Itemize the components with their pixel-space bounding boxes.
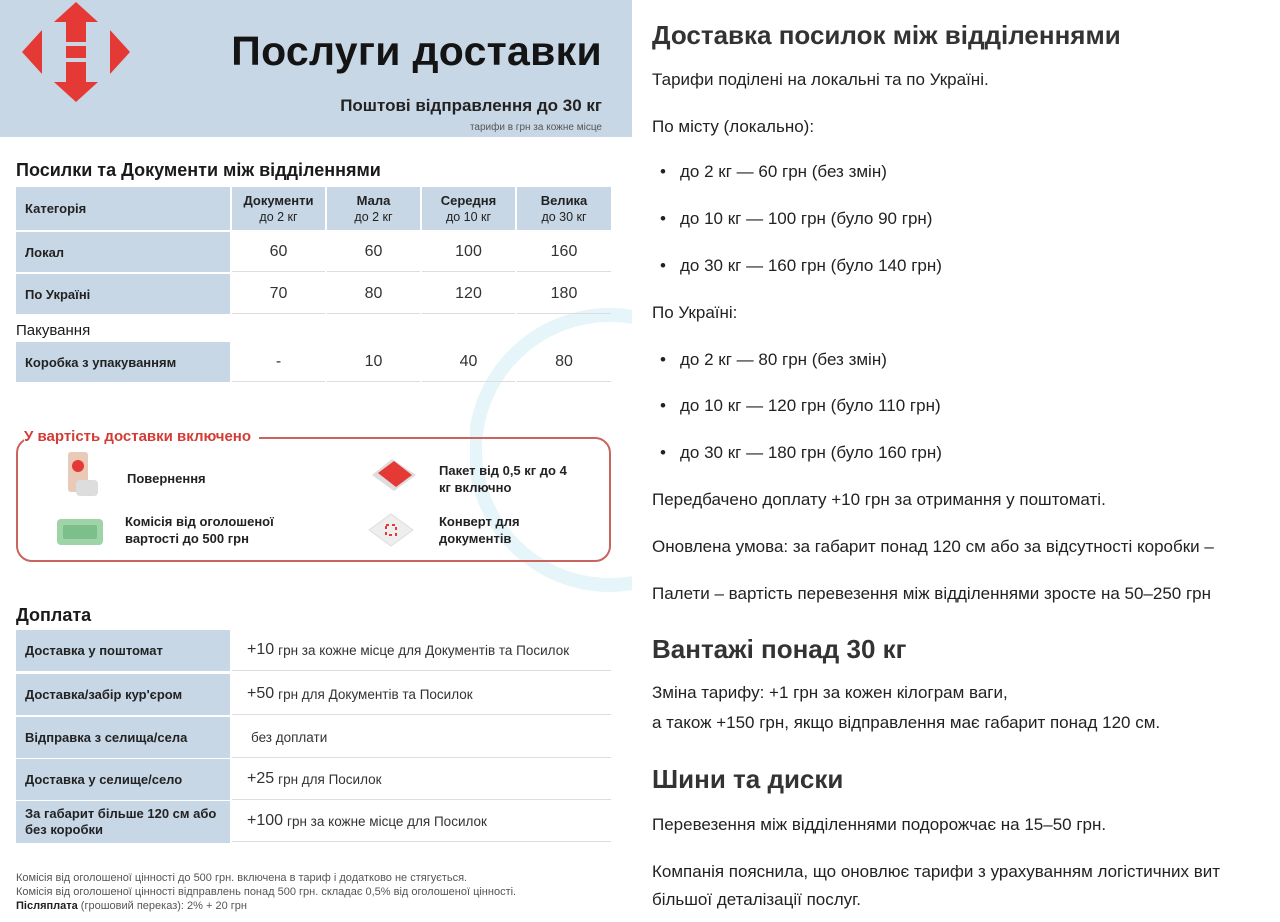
surcharge-label: За габарит більше 120 см або без коробки bbox=[16, 801, 230, 843]
column-header: Велика до 30 кг bbox=[517, 187, 611, 230]
price-cell: 160 bbox=[517, 232, 611, 272]
surcharge-amount: +10 bbox=[247, 641, 275, 658]
paragraph: Оновлена умова: за габарит понад 120 см … bbox=[652, 537, 1214, 556]
package-icon bbox=[372, 459, 416, 491]
envelope-icon bbox=[368, 513, 414, 547]
included-envelope: Конверт для документів bbox=[439, 514, 520, 546]
money-icon bbox=[57, 519, 103, 545]
infographic-title: Послуги доставки bbox=[231, 28, 602, 74]
surcharge-label: Доставка/забір кур'єром bbox=[16, 674, 230, 715]
packaging-heading: Пакування bbox=[16, 322, 91, 339]
paragraph: Зміна тарифу: +1 грн за кожен кілограм в… bbox=[652, 683, 1008, 702]
list-item: до 10 кг — 120 грн (було 110 грн) bbox=[660, 396, 941, 416]
paragraph: Компанія пояснила, що оновлює тарифи з у… bbox=[652, 862, 1221, 881]
price-cell: 180 bbox=[517, 274, 611, 314]
list-item: до 2 кг — 80 грн (без змін) bbox=[660, 350, 887, 370]
price-cell: 40 bbox=[422, 342, 515, 382]
footnote: Комісія від оголошеної цінності до 500 г… bbox=[16, 872, 468, 884]
footnotes: Комісія від оголошеної цінності до 500 г… bbox=[16, 871, 516, 913]
price-cell: 100 bbox=[422, 232, 515, 272]
tariff-infographic: Послуги доставки Поштові відправлення до… bbox=[0, 0, 632, 922]
column-header: Категорія bbox=[16, 187, 230, 230]
row-label: Коробка з упакуванням bbox=[16, 342, 230, 382]
footnote-cod: Післяплата (грошовий переказ): 2% + 20 г… bbox=[16, 899, 516, 913]
section-heading: Шини та диски bbox=[652, 764, 844, 794]
column-weight: до 30 кг bbox=[541, 209, 587, 224]
surcharge-desc: без доплати bbox=[251, 729, 328, 745]
surcharge-value: без доплати bbox=[232, 717, 611, 758]
watermark-icon bbox=[470, 308, 632, 592]
included-return: Повернення bbox=[127, 471, 206, 486]
tariff-note: тарифи в грн за кожне місце bbox=[469, 122, 602, 133]
column-weight: до 10 кг bbox=[445, 209, 492, 224]
price-cell: - bbox=[232, 342, 325, 382]
price-cell: 60 bbox=[232, 232, 325, 272]
included-commission: Комісія від оголошеної вартості до 500 г… bbox=[125, 514, 274, 546]
infographic-subtitle: Поштові відправлення до 30 кг bbox=[340, 96, 602, 115]
list-item: до 30 кг — 180 грн (було 160 грн) bbox=[660, 443, 942, 463]
column-name: Документи bbox=[243, 192, 314, 208]
price-cell: 10 bbox=[327, 342, 420, 382]
column-weight: до 2 кг bbox=[259, 209, 298, 224]
price-cell: 60 bbox=[327, 232, 420, 272]
surcharge-desc: грн для Посилок bbox=[278, 771, 382, 787]
infographic-header: Послуги доставки Поштові відправлення до… bbox=[0, 0, 632, 137]
paragraph: більшої деталізації послуг. bbox=[652, 890, 862, 909]
paragraph: По місту (локально): bbox=[652, 117, 815, 136]
surcharge-value: +10 грн за кожне місце для Документів та … bbox=[232, 630, 611, 671]
nova-poshta-logo-icon bbox=[22, 2, 130, 102]
section-heading: Вантажі понад 30 кг bbox=[652, 634, 907, 664]
list-item: до 30 кг — 160 грн (було 140 грн) bbox=[660, 256, 942, 276]
price-cell: 70 bbox=[232, 274, 325, 314]
surcharge-label: Доставка у поштомат bbox=[16, 630, 230, 671]
surcharge-value: +25 грн для Посилок bbox=[232, 759, 611, 800]
return-phone-icon bbox=[68, 452, 98, 496]
paragraph: Палети – вартість перевезення між відділ… bbox=[652, 584, 1212, 603]
surcharge-amount: +50 bbox=[247, 685, 275, 702]
surcharge-amount: +25 bbox=[247, 770, 275, 787]
column-header: Середня до 10 кг bbox=[422, 187, 515, 230]
paragraph: а також +150 грн, якщо відправлення має … bbox=[652, 713, 1161, 732]
list-item: до 10 кг — 100 грн (було 90 грн) bbox=[660, 209, 932, 229]
column-name: Середня bbox=[440, 192, 497, 208]
included-package: Пакет від 0,5 кг до 4 кг включно bbox=[439, 463, 567, 495]
surcharge-amount: +100 bbox=[247, 812, 284, 829]
column-weight: до 2 кг bbox=[354, 209, 393, 224]
paragraph: Перевезення між відділеннями подорожчає … bbox=[652, 815, 1107, 834]
column-name: Мала bbox=[356, 192, 391, 208]
cod-text: (грошовий переказ): 2% + 20 грн bbox=[77, 900, 247, 912]
paragraph: Передбачено доплату +10 грн за отримання… bbox=[652, 490, 1106, 509]
column-name: Велика bbox=[540, 192, 588, 208]
article-heading: Доставка посилок між відділеннями bbox=[652, 20, 1121, 50]
surcharge-label: Відправка з селища/села bbox=[16, 717, 230, 758]
cod-label: Післяплата bbox=[16, 900, 78, 912]
article: Доставка посилок між відділеннями Тарифи… bbox=[652, 0, 1280, 922]
surcharge-value: +50 грн для Документів та Посилок bbox=[232, 674, 611, 715]
row-label: По Україні bbox=[16, 274, 230, 314]
row-label: Локал bbox=[16, 232, 230, 272]
surcharge-desc: грн для Документів та Посилок bbox=[278, 686, 473, 702]
surcharge-value: +100 грн за кожне місце для Посилок bbox=[232, 801, 611, 842]
price-cell: 120 bbox=[422, 274, 515, 314]
price-cell: 80 bbox=[517, 342, 611, 382]
included-box bbox=[16, 437, 611, 562]
column-header: Мала до 2 кг bbox=[327, 187, 420, 230]
paragraph: По Україні: bbox=[652, 303, 738, 322]
price-cell: 80 bbox=[327, 274, 420, 314]
list-item: до 2 кг — 60 грн (без змін) bbox=[660, 162, 887, 182]
surcharge-label: Доставка у селище/село bbox=[16, 759, 230, 800]
surcharge-heading: Доплата bbox=[16, 605, 92, 625]
included-heading: У вартість доставки включено bbox=[24, 428, 260, 445]
surcharge-desc: грн за кожне місце для Посилок bbox=[287, 813, 487, 829]
paragraph: Тарифи поділені на локальні та по Україн… bbox=[652, 70, 989, 89]
footnote: Комісія від оголошеної цінності відправл… bbox=[16, 886, 517, 898]
column-header: Документи до 2 кг bbox=[232, 187, 325, 230]
parcels-heading: Посилки та Документи між відділеннями bbox=[16, 160, 381, 180]
surcharge-desc: грн за кожне місце для Документів та Пос… bbox=[278, 642, 570, 658]
